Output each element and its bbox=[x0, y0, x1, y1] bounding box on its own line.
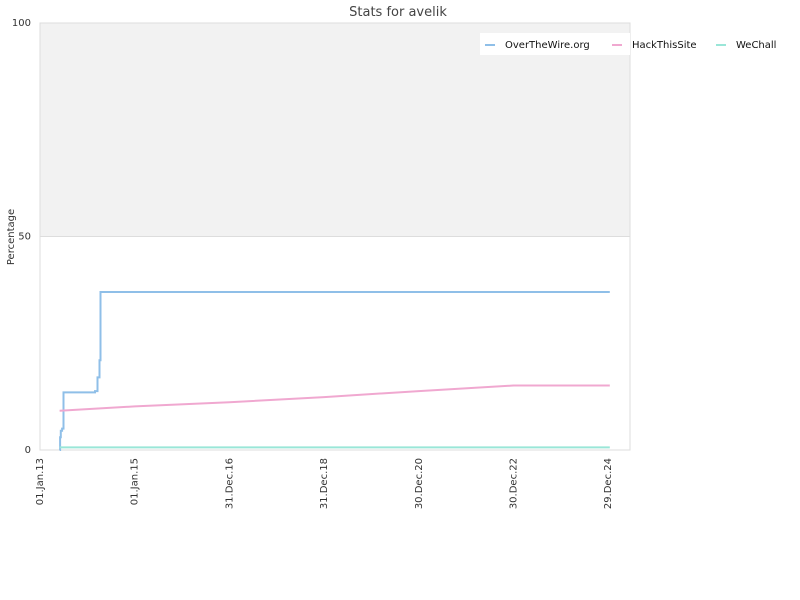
x-tick-label: 31.Dec.18 bbox=[319, 458, 330, 509]
x-tick-label: 31.Dec.16 bbox=[224, 458, 235, 509]
y-tick-label: 0 bbox=[25, 445, 31, 456]
y-tick-label: 100 bbox=[12, 18, 31, 29]
y-tick-label: 50 bbox=[18, 232, 31, 243]
legend-label: HackThisSite bbox=[632, 40, 697, 51]
x-tick-label: 29.Dec.24 bbox=[603, 458, 614, 509]
x-tick-label: 01.Jan.13 bbox=[35, 458, 46, 505]
y-axis-label: Percentage bbox=[6, 209, 17, 265]
chart-title: Stats for avelik bbox=[349, 5, 447, 20]
x-ticks: 01.Jan.13 01.Jan.15 31.Dec.16 31.Dec.18 30.D… bbox=[35, 458, 614, 509]
legend-label: OverTheWire.org bbox=[505, 40, 590, 51]
legend-label: WeChall bbox=[736, 40, 776, 51]
series-group bbox=[59, 291, 610, 451]
series-line-1 bbox=[59, 384, 610, 412]
upper-shaded-band bbox=[40, 23, 630, 237]
legend-box bbox=[480, 33, 630, 55]
y-ticks: 0 50 100 bbox=[12, 18, 31, 456]
x-tick-label: 30.Dec.20 bbox=[414, 458, 425, 509]
legend: OverTheWire.org HackThisSite WeChall bbox=[480, 33, 776, 55]
x-tick-label: 01.Jan.15 bbox=[130, 458, 141, 505]
series-line-0 bbox=[59, 291, 610, 451]
x-tick-label: 30.Dec.22 bbox=[509, 458, 520, 509]
